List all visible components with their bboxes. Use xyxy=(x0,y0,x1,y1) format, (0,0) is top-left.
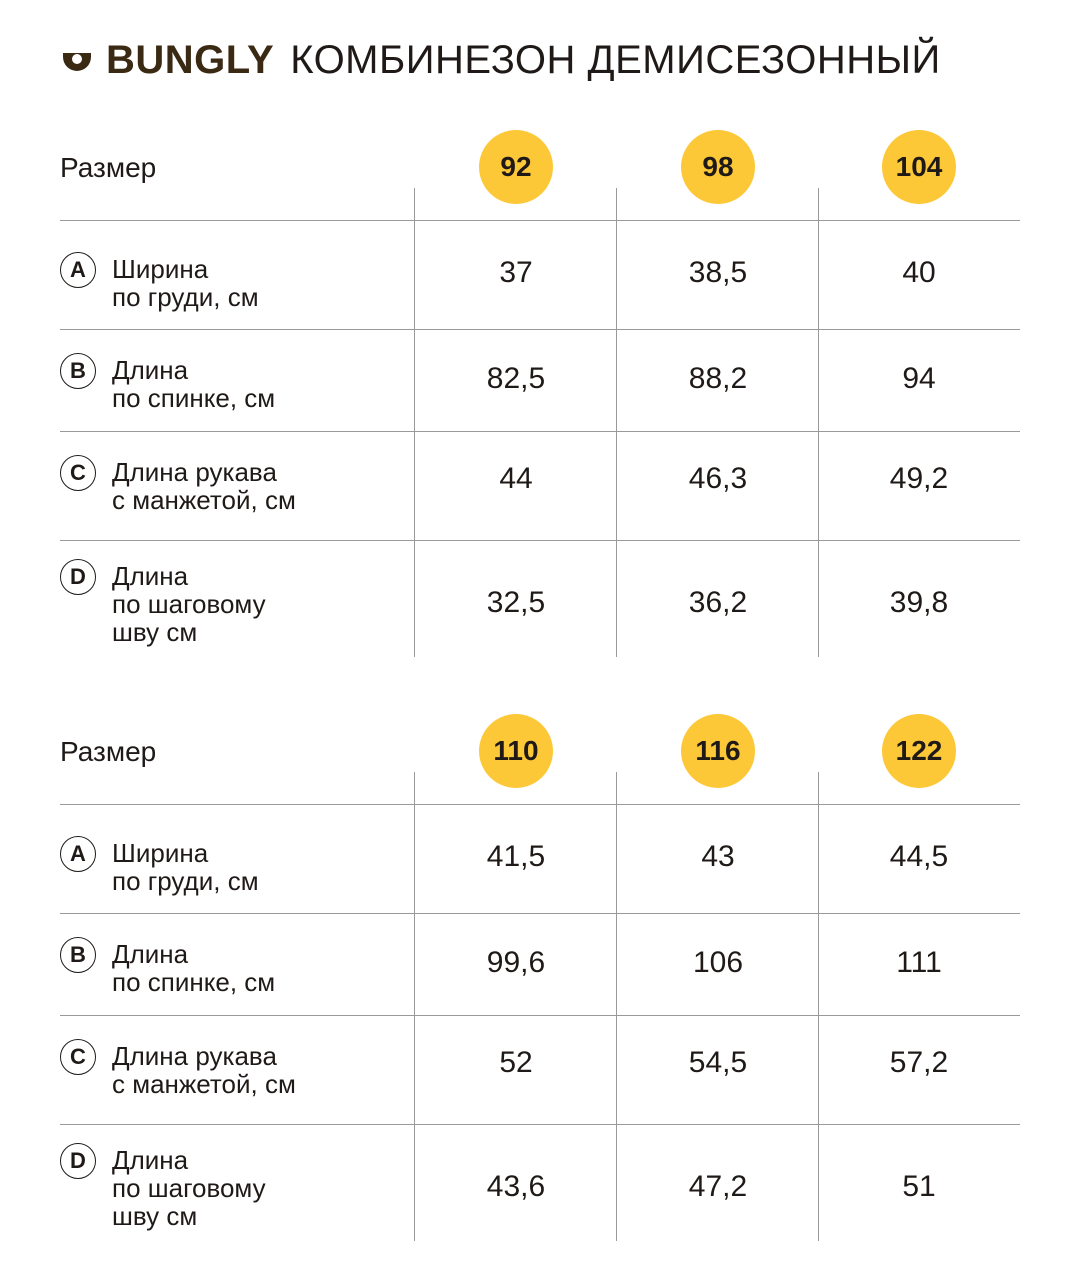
size-badge: 104 xyxy=(882,130,956,204)
size-label: Размер xyxy=(60,152,157,183)
measure-value: 54,5 xyxy=(688,1046,748,1079)
measure-label: Ширина по груди, см xyxy=(112,254,259,312)
measure-value: 46,3 xyxy=(688,462,748,495)
brand-name: BUNGLY xyxy=(106,37,275,82)
letter-badge: B xyxy=(60,937,96,973)
size-header-row: Размер 92 98 104 xyxy=(60,116,1020,220)
measure-row-c: C Длина рукава с манжетой, см 44 46,3 49… xyxy=(60,431,1020,540)
letter-badge: D xyxy=(60,559,96,595)
size-table-1: Размер 92 98 104 A Ширина по груди, см 3… xyxy=(60,116,1020,657)
measure-label: Длина рукава с манжетой, см xyxy=(112,457,296,515)
measure-value: 51 xyxy=(902,1170,936,1203)
measure-value: 111 xyxy=(896,946,942,979)
measure-row-a: A Ширина по груди, см 37 38,5 40 xyxy=(60,220,1020,329)
measure-value: 57,2 xyxy=(889,1046,949,1079)
page-header: BUNGLY КОМБИНЕЗОН ДЕМИСЕЗОННЫЙ xyxy=(60,36,941,84)
size-badge: 98 xyxy=(681,130,755,204)
measure-value: 94 xyxy=(902,362,936,395)
measure-label: Длина рукава с манжетой, см xyxy=(112,1041,296,1099)
measure-value: 44,5 xyxy=(889,840,949,873)
measure-value: 43 xyxy=(701,840,735,873)
size-badge: 92 xyxy=(479,130,553,204)
letter-badge: D xyxy=(60,1143,96,1179)
measure-label: Длина по спинке, см xyxy=(112,355,276,413)
measure-label: Длина по спинке, см xyxy=(112,939,276,997)
size-label: Размер xyxy=(60,736,157,767)
measure-label: Длина по шаговому шву см xyxy=(112,561,266,647)
measure-value: 43,6 xyxy=(486,1170,546,1203)
measure-value: 40 xyxy=(902,256,936,289)
letter-badge: C xyxy=(60,455,96,491)
measure-value: 32,5 xyxy=(486,586,546,619)
measure-value: 106 xyxy=(692,946,744,979)
measure-row-a: A Ширина по груди, см 41,5 43 44,5 xyxy=(60,804,1020,913)
letter-badge: A xyxy=(60,836,96,872)
size-badge: 122 xyxy=(882,714,956,788)
measure-row-b: B Длина по спинке, см 99,6 106 111 xyxy=(60,913,1020,1015)
measure-row-d: D Длина по шаговому шву см 43,6 47,2 51 xyxy=(60,1124,1020,1241)
measure-value: 41,5 xyxy=(486,840,546,873)
size-table-2: Размер 110 116 122 A Ширина по груди, см… xyxy=(60,700,1020,1241)
measure-row-c: C Длина рукава с манжетой, см 52 54,5 57… xyxy=(60,1015,1020,1124)
measure-value: 37 xyxy=(499,256,533,289)
measure-value: 44 xyxy=(499,462,533,495)
measure-value: 38,5 xyxy=(688,256,748,289)
measure-value: 36,2 xyxy=(688,586,748,619)
size-badge: 116 xyxy=(681,714,755,788)
measure-row-b: B Длина по спинке, см 82,5 88,2 94 xyxy=(60,329,1020,431)
measure-label: Длина по шаговому шву см xyxy=(112,1145,266,1231)
measure-value: 47,2 xyxy=(688,1170,748,1203)
letter-badge: C xyxy=(60,1039,96,1075)
measure-value: 88,2 xyxy=(688,362,748,395)
size-header-row: Размер 110 116 122 xyxy=(60,700,1020,804)
letter-badge: B xyxy=(60,353,96,389)
letter-badge: A xyxy=(60,252,96,288)
measure-value: 49,2 xyxy=(889,462,949,495)
measure-value: 99,6 xyxy=(486,946,546,979)
size-badge: 110 xyxy=(479,714,553,788)
smile-cup-icon xyxy=(60,43,94,77)
measure-value: 39,8 xyxy=(889,586,949,619)
measure-label: Ширина по груди, см xyxy=(112,838,259,896)
page-title: КОМБИНЕЗОН ДЕМИСЕЗОННЫЙ xyxy=(290,37,941,82)
measure-row-d: D Длина по шаговому шву см 32,5 36,2 39,… xyxy=(60,540,1020,657)
measure-value: 82,5 xyxy=(486,362,546,395)
measure-value: 52 xyxy=(499,1046,533,1079)
